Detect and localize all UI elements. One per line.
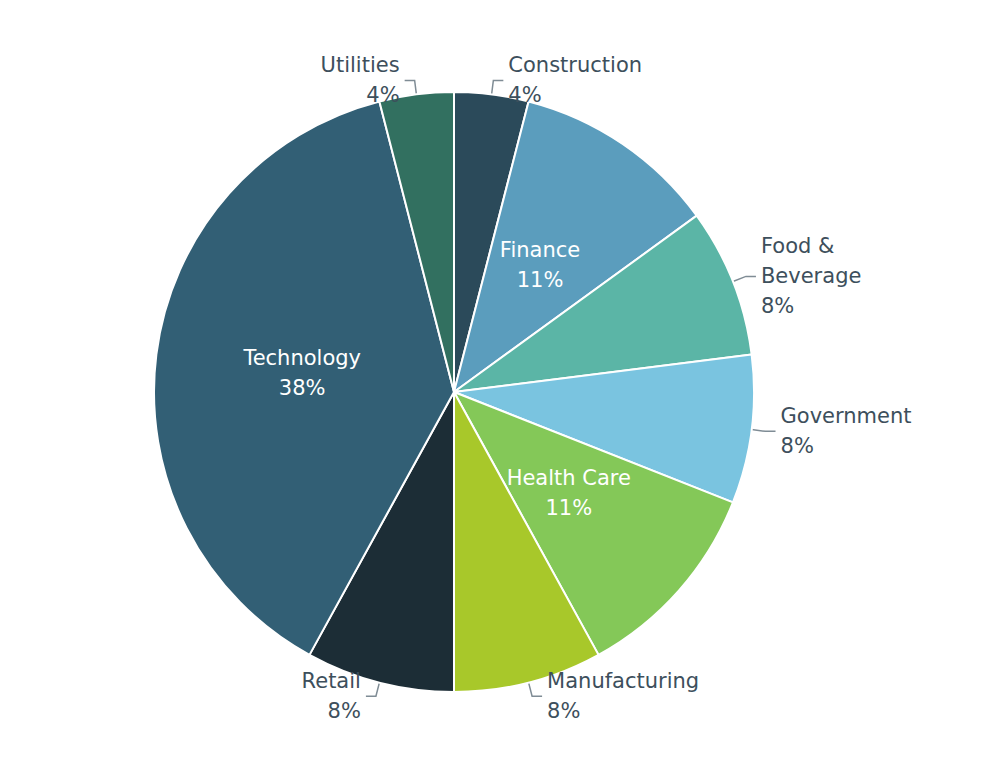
- svg-text:Government: Government: [781, 404, 912, 428]
- svg-text:Technology: Technology: [242, 346, 361, 370]
- svg-text:8%: 8%: [547, 699, 580, 723]
- svg-text:Retail: Retail: [302, 669, 361, 693]
- svg-text:Manufacturing: Manufacturing: [547, 669, 699, 693]
- svg-text:Health Care: Health Care: [507, 466, 631, 490]
- svg-text:Beverage: Beverage: [761, 264, 861, 288]
- svg-text:11%: 11%: [517, 268, 564, 292]
- svg-text:Utilities: Utilities: [321, 53, 400, 77]
- svg-text:8%: 8%: [761, 294, 794, 318]
- svg-text:Construction: Construction: [508, 53, 642, 77]
- svg-text:4%: 4%: [508, 83, 541, 107]
- svg-text:Food &: Food &: [761, 234, 834, 258]
- svg-text:4%: 4%: [366, 83, 399, 107]
- svg-text:8%: 8%: [328, 699, 361, 723]
- svg-text:Finance: Finance: [500, 238, 580, 262]
- svg-text:38%: 38%: [279, 376, 326, 400]
- svg-text:11%: 11%: [545, 496, 592, 520]
- svg-text:8%: 8%: [781, 434, 814, 458]
